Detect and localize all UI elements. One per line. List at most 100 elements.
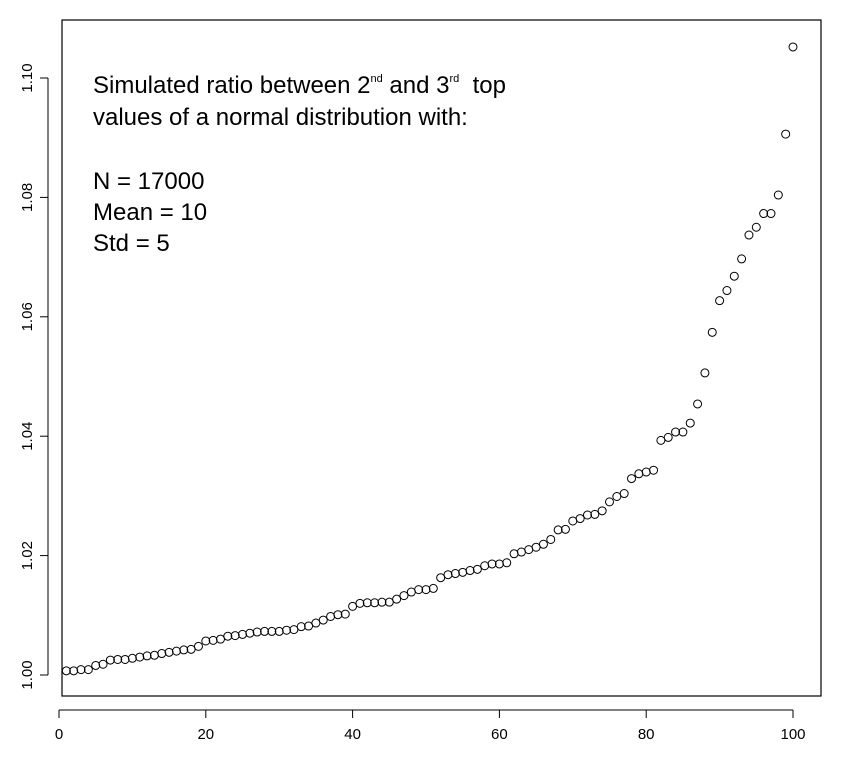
data-point (76, 665, 86, 675)
data-point (737, 254, 747, 264)
data-point (568, 516, 578, 526)
annotation-superscript-rd: rd (449, 73, 460, 85)
data-point (443, 570, 453, 580)
x-tick-label: 20 (197, 726, 214, 743)
data-point (215, 634, 225, 644)
data-point (524, 545, 534, 555)
data-point (465, 566, 475, 576)
data-point (678, 427, 688, 437)
data-point (421, 585, 431, 595)
data-point (781, 129, 791, 139)
data-point (69, 666, 79, 676)
data-point (340, 609, 350, 619)
x-tick-label: 80 (638, 726, 655, 743)
data-point (282, 625, 292, 635)
y-tick-label: 1.02 (19, 541, 36, 570)
data-point (238, 629, 247, 639)
data-point (83, 665, 93, 675)
data-point (296, 622, 306, 632)
data-point (751, 222, 761, 232)
data-point (91, 660, 101, 670)
data-point (348, 601, 358, 611)
data-point (370, 598, 380, 608)
data-point (326, 611, 336, 621)
axes: 0 20 40 60 80 100 1.00 1.02 1.04 1.06 1.08 1.10 (19, 63, 806, 743)
data-point (201, 636, 211, 646)
annotation-line-3: N = 17000 (93, 168, 205, 195)
data-point (722, 286, 732, 296)
data-point (223, 631, 233, 641)
data-point (392, 594, 402, 604)
data-point (502, 558, 512, 568)
data-point (267, 626, 277, 636)
data-point (516, 547, 526, 557)
data-point (414, 585, 424, 595)
data-point (458, 567, 468, 577)
data-point (582, 510, 592, 520)
data-point (186, 644, 196, 654)
x-tick-label: 0 (55, 726, 63, 743)
data-point (436, 573, 446, 583)
annotation-line-2: values of a normal distribution with: (93, 104, 468, 131)
data-point (788, 42, 798, 52)
y-tick-label: 1.04 (19, 422, 36, 451)
data-point (318, 615, 328, 625)
data-point (113, 654, 123, 664)
data-point (693, 399, 703, 409)
data-point (472, 564, 482, 574)
data-point (671, 427, 681, 437)
data-point (641, 467, 651, 477)
data-point (428, 583, 438, 593)
data-point (149, 650, 159, 660)
data-point (399, 591, 409, 601)
data-point (142, 651, 152, 661)
data-point (597, 506, 607, 516)
y-tick-label: 1.10 (19, 63, 36, 92)
data-point (663, 432, 673, 442)
annotation-superscript-nd: nd (370, 73, 383, 85)
annotation-line-1-part-b: and 3 (382, 72, 450, 99)
annotation-line-4: Mean = 10 (93, 199, 208, 226)
data-point (406, 587, 416, 597)
data-point (289, 625, 299, 635)
data-point (715, 296, 725, 306)
data-point (480, 561, 490, 571)
data-point (230, 631, 240, 641)
data-point (590, 509, 600, 519)
data-point (333, 610, 343, 620)
data-point (171, 646, 181, 656)
data-point (494, 559, 504, 569)
data-point (377, 597, 387, 607)
data-point (384, 597, 394, 607)
x-tick-label: 60 (491, 726, 508, 743)
data-point (274, 626, 284, 636)
annotation-line-5: Std = 5 (93, 230, 170, 257)
data-point (773, 190, 783, 200)
data-point (575, 514, 585, 524)
data-point (634, 469, 644, 479)
data-point (61, 666, 71, 676)
data-point (605, 497, 614, 507)
data-point (766, 209, 776, 219)
x-tick-label: 100 (780, 726, 805, 743)
data-point (627, 474, 637, 484)
plot-frame (61, 19, 822, 697)
data-point (487, 559, 497, 569)
data-point (531, 542, 541, 552)
data-point (759, 209, 769, 219)
data-point (311, 618, 321, 628)
data-point (685, 418, 695, 428)
annotation-line-1-part-c: top (459, 72, 506, 99)
data-point (164, 647, 174, 657)
data-point (208, 635, 218, 645)
data-point (553, 525, 563, 535)
data-point (744, 230, 754, 240)
data-point (260, 626, 270, 636)
y-tick-label: 1.06 (19, 302, 36, 331)
data-point (157, 649, 167, 659)
data-point (193, 641, 203, 651)
data-point (560, 524, 570, 534)
data-point (105, 655, 115, 665)
data-point (538, 539, 548, 549)
data-point (355, 598, 365, 608)
